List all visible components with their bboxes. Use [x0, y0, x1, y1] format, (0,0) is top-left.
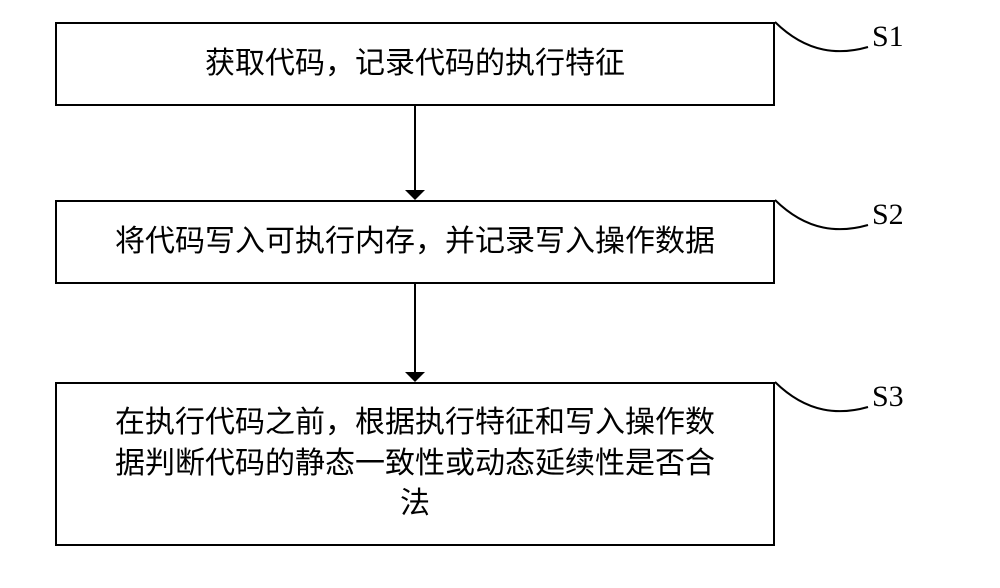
step-box-s3: 在执行代码之前，根据执行特征和写入操作数 据判断代码的静态一致性或动态延续性是否… [55, 382, 775, 546]
arrow-head-icon [405, 372, 425, 382]
arrow-line [414, 106, 416, 190]
callout-curve [775, 378, 888, 443]
step-text: 获取代码，记录代码的执行特征 [205, 44, 625, 85]
callout-curve [775, 18, 888, 83]
flowchart-canvas: 获取代码，记录代码的执行特征 将代码写入可执行内存，并记录写入操作数据 在执行代… [0, 0, 1000, 588]
step-box-s2: 将代码写入可执行内存，并记录写入操作数据 [55, 200, 775, 284]
step-text: 在执行代码之前，根据执行特征和写入操作数 据判断代码的静态一致性或动态延续性是否… [115, 403, 715, 525]
step-box-s1: 获取代码，记录代码的执行特征 [55, 22, 775, 106]
arrow-head-icon [405, 190, 425, 200]
callout-curve [775, 196, 888, 261]
step-text: 将代码写入可执行内存，并记录写入操作数据 [115, 222, 715, 263]
arrow-line [414, 284, 416, 372]
